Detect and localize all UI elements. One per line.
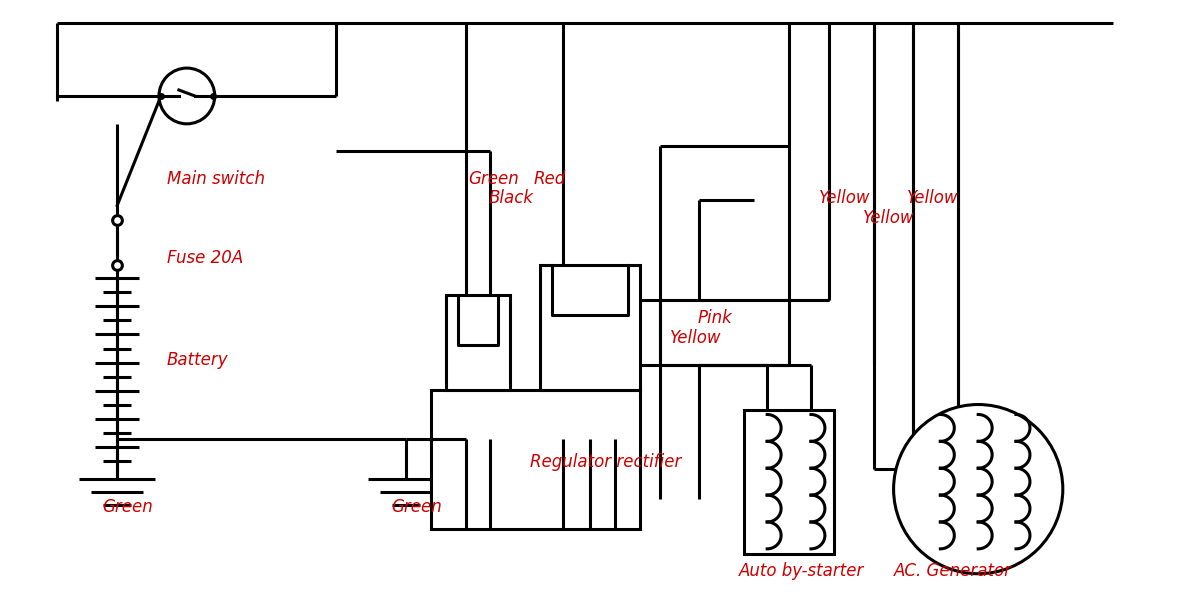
- Text: Green: Green: [391, 498, 442, 516]
- Text: Green: Green: [469, 169, 519, 188]
- Text: Regulator rectifier: Regulator rectifier: [530, 453, 682, 472]
- Text: Red: Red: [534, 169, 565, 188]
- Bar: [445, 295, 510, 390]
- Text: Fuse 20A: Fuse 20A: [167, 249, 243, 267]
- Text: Green: Green: [102, 498, 153, 516]
- Bar: [431, 390, 640, 529]
- Text: Battery: Battery: [167, 351, 229, 368]
- Text: Main switch: Main switch: [167, 169, 265, 188]
- Text: AC. Generator: AC. Generator: [894, 562, 1012, 579]
- Text: Yellow: Yellow: [819, 189, 871, 207]
- Text: Pink: Pink: [697, 309, 733, 327]
- Text: Black: Black: [489, 189, 534, 207]
- Text: Yellow: Yellow: [907, 189, 958, 207]
- Text: Yellow: Yellow: [669, 329, 721, 347]
- Bar: [744, 409, 834, 554]
- Text: Auto by-starter: Auto by-starter: [740, 562, 865, 579]
- Bar: [541, 265, 640, 390]
- Circle shape: [894, 405, 1063, 573]
- Text: Yellow: Yellow: [862, 209, 914, 227]
